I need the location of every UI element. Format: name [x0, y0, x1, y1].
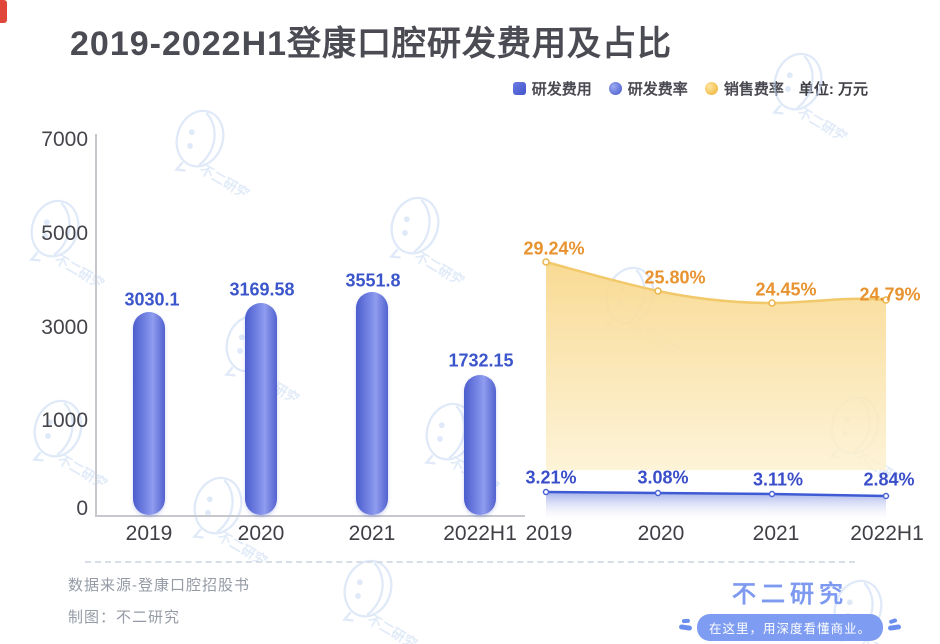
bar-rnd-expense	[133, 312, 165, 515]
rnd-rate-point	[542, 488, 550, 496]
bar-value-label: 3169.58	[229, 279, 295, 300]
svg-text:不二研究: 不二研究	[412, 248, 465, 282]
rnd-rate-label: 3.11%	[752, 469, 804, 490]
brand-watermark-lemon-doodle-icon: 不二研究	[150, 95, 253, 202]
brand-tagline: 在这里，用深度看懂商业。	[697, 614, 884, 641]
x-axis-line	[95, 515, 525, 517]
x-axis-label: 2021	[348, 522, 396, 545]
chart-credit-note: 制图：不二研究	[68, 609, 181, 626]
sales-rate-point	[542, 258, 550, 266]
x-axis-label: 2021	[752, 522, 800, 545]
rnd-rate-point	[882, 492, 890, 500]
brand-watermark-lemon-doodle-icon: 不二研究	[8, 385, 111, 492]
accent-mark	[0, 0, 7, 23]
chart-legend: 研发费用 研发费率 销售费率 单位: 万元	[505, 78, 868, 99]
footer-divider	[85, 561, 855, 563]
brand-tagline-pill: 在这里，用深度看懂商业。	[678, 614, 902, 641]
rnd-rate-point	[654, 489, 662, 497]
bar-value-label: 1732.15	[448, 350, 514, 371]
sales-rate-label: 25.80%	[644, 267, 706, 288]
x-axis-label: 2019	[525, 522, 573, 545]
brand-logo-block: 不二研究 在这里，用深度看懂商业。	[678, 574, 902, 641]
data-source-note: 数据来源-登康口腔招股书	[68, 577, 250, 594]
line-legend-dot-icon	[608, 82, 622, 95]
sales-rate-label: 29.24%	[523, 238, 585, 259]
svg-text:不二研究: 不二研究	[55, 451, 108, 485]
rnd-rate-point	[768, 490, 776, 498]
sales-rate-area	[546, 262, 886, 470]
sales-rate-point	[654, 287, 662, 295]
rnd-rate-label: 2.84%	[863, 469, 915, 490]
area-legend-dot-icon	[704, 82, 718, 95]
svg-text:不二研究: 不二研究	[197, 161, 250, 195]
sales-rate-label: 24.79%	[859, 284, 921, 305]
y-axis-tick-label: 3000	[41, 316, 88, 339]
decorative-dash-icon	[887, 624, 902, 631]
y-axis-tick-label: 1000	[41, 409, 88, 432]
y-axis-tick-label: 5000	[41, 222, 88, 245]
sales-rate-point	[768, 299, 776, 307]
x-axis-label: 2022H1	[443, 522, 517, 545]
legend-label: 研发费用	[531, 81, 592, 98]
rnd-rate-area	[546, 492, 886, 522]
x-axis-label: 2020	[237, 522, 285, 545]
legend-item-rnd-rate: 研发费率	[608, 78, 688, 99]
rnd-rate-line	[545, 490, 887, 498]
y-axis-tick-label: 7000	[41, 128, 88, 151]
page-title: 2019-2022H1登康口腔研发费用及占比	[70, 25, 673, 63]
bar-rnd-expense	[245, 303, 277, 515]
x-axis-label: 2020	[637, 522, 685, 545]
svg-text:不二研究: 不二研究	[52, 251, 105, 285]
brand-watermark-lemon-doodle-icon: 不二研究	[318, 545, 421, 644]
svg-text:不二研究: 不二研究	[365, 611, 418, 644]
legend-item-sales-rate: 销售费率	[704, 78, 784, 99]
y-axis-line	[95, 134, 97, 516]
sales-rate-label: 24.45%	[755, 279, 817, 300]
bar-value-label: 3551.8	[345, 270, 401, 291]
unit-label: 单位: 万元	[798, 81, 868, 98]
sales-rate-point	[882, 296, 890, 304]
bar-legend-swatch-icon	[512, 82, 526, 95]
rate-chart	[542, 258, 890, 522]
decorative-dash-icon	[678, 624, 693, 631]
x-axis-label: 2022H1	[850, 522, 924, 545]
legend-item-bar: 研发费用	[512, 78, 592, 99]
x-axis-label: 2019	[125, 522, 173, 545]
bar-rnd-expense	[464, 375, 496, 515]
y-axis-tick-label: 0	[76, 497, 88, 520]
rnd-rate-label: 3.21%	[525, 467, 577, 488]
legend-label: 销售费率	[723, 81, 784, 98]
bar-value-label: 3030.1	[124, 289, 180, 310]
bar-rnd-expense	[356, 292, 388, 515]
rnd-rate-label: 3.08%	[637, 467, 689, 488]
legend-label: 研发费率	[627, 81, 688, 98]
brand-name: 不二研究	[732, 581, 848, 608]
sales-rate-line	[545, 260, 887, 305]
